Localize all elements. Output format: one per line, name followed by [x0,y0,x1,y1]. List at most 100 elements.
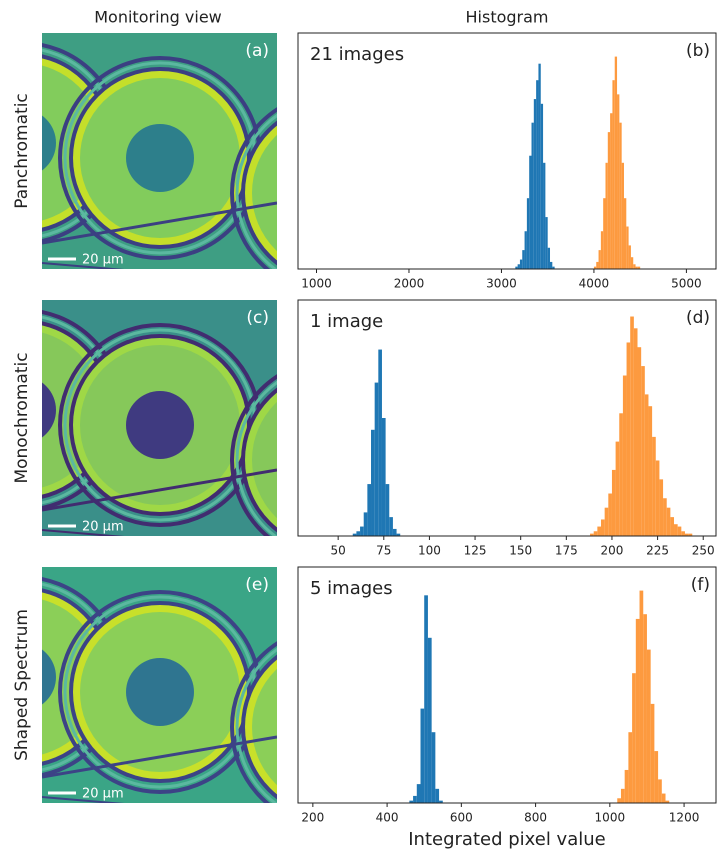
histogram-bar [619,122,622,270]
histogram-bar [522,250,525,269]
histogram-bar [424,595,428,803]
histogram-bar [659,479,664,536]
panel-label: (d) [686,308,710,328]
histogram-bar [655,460,660,536]
core [42,115,56,171]
histogram-bar [409,800,414,803]
x-axis-label: Integrated pixel value [408,829,605,850]
histogram-bar [665,800,670,803]
axes-frame [297,566,717,804]
histogram-bar [626,226,629,269]
x-tick-label: 150 [509,544,532,558]
histogram-bar [614,56,618,269]
histogram-bar [663,498,667,536]
channel-line [42,201,277,245]
histogram-bar [611,469,616,536]
core [298,426,366,494]
core [298,693,366,761]
histogram-bar [392,528,397,536]
channel-line [42,529,125,536]
row-label: Shaped Spectrum [12,609,32,761]
histogram-bar [622,375,627,536]
histogram-bar [637,266,641,269]
scale-bar-label: 20 µm [82,520,124,535]
histogram-bar [630,316,634,536]
core [298,159,366,227]
histogram-bar [540,103,544,269]
histogram-bar [626,342,631,536]
microscope-image [42,300,366,536]
histogram-bar [612,80,615,269]
x-tick-label: 3000 [486,277,517,291]
histogram-bar [681,531,685,536]
histogram-bar [381,418,386,536]
histogram-bar [632,673,636,803]
outer-ring [230,374,277,536]
histogram-bar [356,531,361,536]
histogram-bar [536,80,539,269]
histogram-bar [547,247,551,269]
row-label: Panchromatic [12,93,32,209]
core [126,124,194,192]
x-tick-label: 600 [450,811,473,825]
outer-ring [230,107,277,269]
histogram-bar [515,266,518,269]
histogram-bar [661,793,666,803]
scale-bar-label: 20 µm [82,253,124,268]
x-tick-label: 50 [331,544,346,558]
core [42,382,56,438]
inner-area [252,401,277,519]
histogram-bar [604,507,609,536]
histogram-bar [674,524,678,536]
histogram-bar [524,231,527,269]
x-tick-label: 4000 [579,277,610,291]
histogram-bar [396,533,401,536]
x-tick-label: 1000 [595,811,626,825]
row-label: Monochromatic [12,352,32,483]
histogram-bar [608,493,612,536]
histogram-bar [596,261,599,269]
histogram-bar [545,217,548,269]
x-tick-label: 200 [301,811,324,825]
gap-ring [235,113,277,269]
histogram-bar [517,264,520,269]
column-title: Histogram [466,8,549,27]
histogram-bar [533,99,537,269]
histogram-bar [639,590,644,803]
histogram-bar [648,406,653,536]
outer-ring [230,641,277,803]
histogram-bar [654,751,659,803]
histogram-bar [435,788,440,803]
histogram-bar [628,732,633,803]
histogram-bar [593,531,598,536]
x-tick-label: 2000 [394,277,425,291]
image-label: (c) [246,308,269,328]
channel-line [42,468,277,512]
histogram-bar [644,394,649,536]
histogram-bar [615,441,620,536]
column-title: Monitoring view [94,8,222,27]
histogram-bar [374,382,379,536]
histogram-bar [420,708,425,803]
histogram-bar [529,155,532,269]
annotation: 5 images [310,578,393,599]
histogram-bar [600,231,604,269]
channel-line [42,735,277,779]
histogram-bar [650,703,655,803]
histogram-bar [619,413,623,536]
panel-label: (f) [691,575,710,595]
histogram-bar [635,618,640,803]
histogram-bar [635,266,638,269]
histogram-bar [378,349,382,536]
panel-label: (b) [686,41,710,61]
x-tick-label: 200 [601,544,624,558]
gap-ring [235,380,277,536]
histogram-bar [538,63,541,270]
axes-frame [297,32,717,270]
x-tick-label: 800 [524,811,547,825]
histogram-bar [416,784,421,803]
image-label: (a) [245,41,269,61]
histogram-bar [593,266,597,269]
x-tick-label: 225 [646,544,669,558]
x-tick-label: 75 [376,544,391,558]
